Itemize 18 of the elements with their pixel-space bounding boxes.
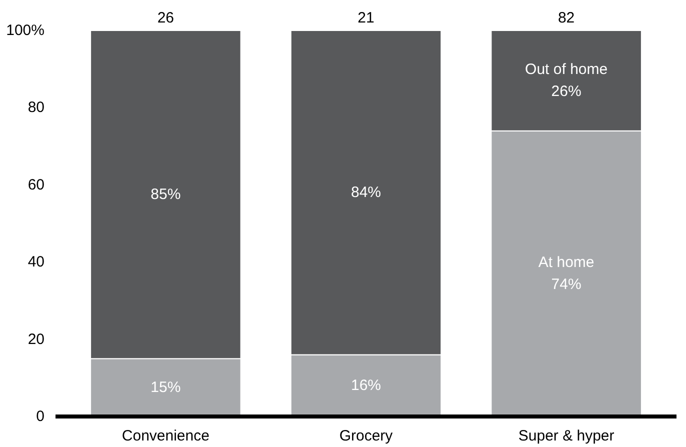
x-tick-label: Super & hyper <box>518 428 614 444</box>
y-tick-label: 60 <box>28 176 45 194</box>
data-label: 16% <box>350 377 382 394</box>
data-label: 15% <box>150 379 181 396</box>
x-tick-label: Grocery <box>339 428 394 444</box>
data-label: Out of home 26% <box>525 61 608 100</box>
y-tick-label: 100% <box>6 22 45 39</box>
text: 82 <box>558 10 575 26</box>
text: 26 <box>157 10 174 26</box>
y-tick-label: 80 <box>28 99 45 116</box>
y-tick-label: 20 <box>28 330 45 348</box>
data-label: 85% <box>150 186 181 204</box>
y-tick-label: 40 <box>28 254 45 271</box>
data-label: At home 74% <box>538 254 594 294</box>
data-label: 84% <box>350 184 382 202</box>
text: 21 <box>358 10 374 26</box>
x-tick-label: Convenience <box>122 428 210 444</box>
y-tick-label: 0 <box>36 408 44 425</box>
